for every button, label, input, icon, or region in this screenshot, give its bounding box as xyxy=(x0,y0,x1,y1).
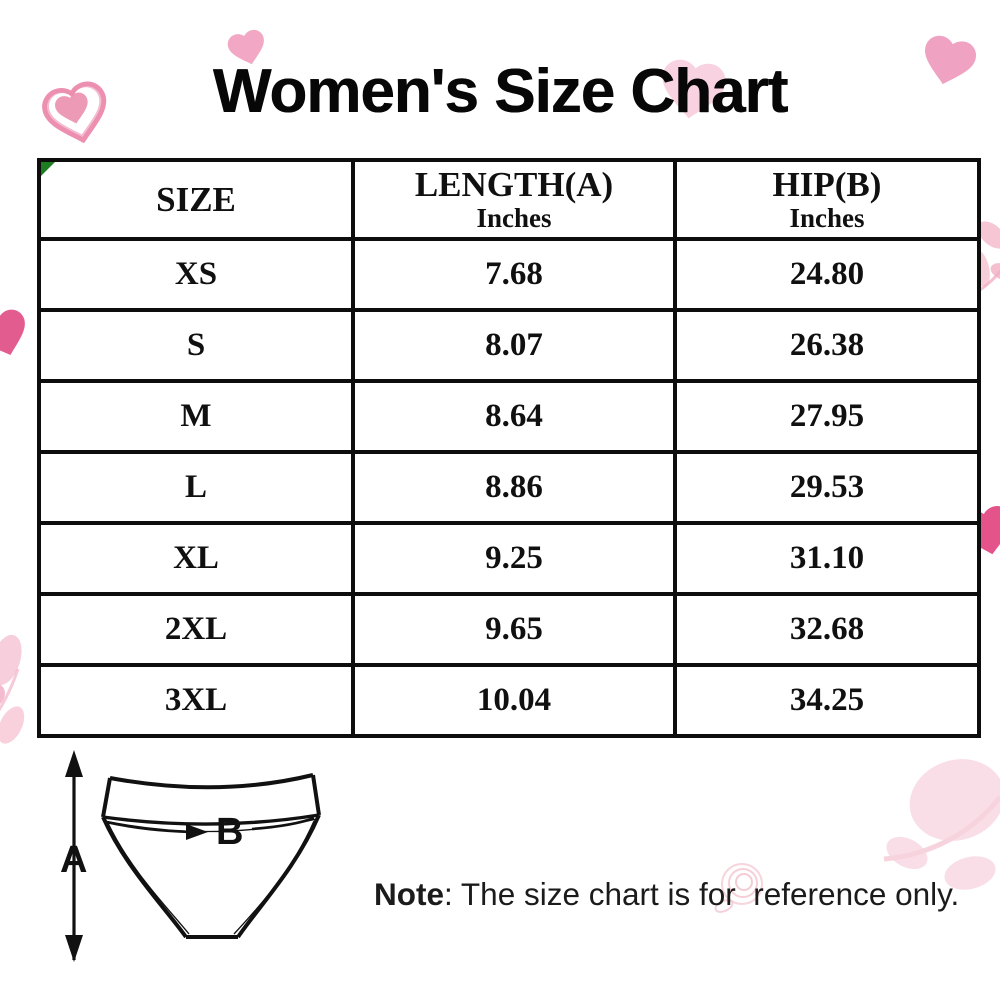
arrow-a xyxy=(65,750,83,962)
size-cell: L xyxy=(37,450,355,525)
note-line-1-text: : The size chart is for reference only. xyxy=(444,876,960,912)
hip-cell: 27.95 xyxy=(673,379,981,454)
diagram-label-a: A xyxy=(60,839,87,881)
length-cell: 10.04 xyxy=(351,663,677,738)
column-header-hip: HIP(B) Inches xyxy=(673,158,981,241)
length-cell: 8.64 xyxy=(351,379,677,454)
note-line-1: Note: The size chart is for reference on… xyxy=(374,873,980,915)
panty-outline xyxy=(101,773,321,939)
size-chart-table: SIZE LENGTH(A) Inches HIP(B) Inches XS 7… xyxy=(37,158,981,738)
note-label: Note xyxy=(374,876,444,912)
green-corner-marker xyxy=(41,162,55,176)
column-header-size-label: SIZE xyxy=(156,179,236,219)
column-header-hip-unit: Inches xyxy=(789,203,865,234)
table-row: XL 9.25 31.10 xyxy=(37,521,981,596)
rose-doodle-icon xyxy=(714,863,763,913)
hip-cell: 32.68 xyxy=(673,592,981,667)
diagram-label-b: B xyxy=(216,811,243,853)
length-cell: 8.07 xyxy=(351,308,677,383)
table-header-row: SIZE LENGTH(A) Inches HIP(B) Inches xyxy=(37,158,981,241)
heart-icon xyxy=(0,297,39,366)
hip-cell: 31.10 xyxy=(673,521,981,596)
length-cell: 7.68 xyxy=(351,237,677,312)
hip-cell: 29.53 xyxy=(673,450,981,525)
table-row: L 8.86 29.53 xyxy=(37,450,981,525)
column-header-length: LENGTH(A) Inches xyxy=(351,158,677,241)
table-row: M 8.64 27.95 xyxy=(37,379,981,454)
petals-icon xyxy=(0,634,25,744)
size-cell: M xyxy=(37,379,355,454)
arrow-b xyxy=(105,816,315,840)
length-cell: 9.65 xyxy=(351,592,677,667)
column-header-length-label: LENGTH(A) xyxy=(414,165,614,205)
panty-measurement-diagram: A B xyxy=(60,750,321,962)
hip-cell: 34.25 xyxy=(673,663,981,738)
note-text: Note: The size chart is for reference on… xyxy=(374,789,980,1000)
table-row: 3XL 10.04 34.25 xyxy=(37,663,981,738)
length-cell: 8.86 xyxy=(351,450,677,525)
hip-cell: 24.80 xyxy=(673,237,981,312)
column-header-size: SIZE xyxy=(37,158,355,241)
length-cell: 9.25 xyxy=(351,521,677,596)
size-cell: XL xyxy=(37,521,355,596)
size-cell: S xyxy=(37,308,355,383)
size-cell: 3XL xyxy=(37,663,355,738)
page-title: Women's Size Chart xyxy=(212,57,788,126)
column-header-length-unit: Inches xyxy=(476,203,552,234)
petals-icon xyxy=(883,759,1000,890)
table-row: XS 7.68 24.80 xyxy=(37,237,981,312)
table-row: S 8.07 26.38 xyxy=(37,308,981,383)
table-row: 2XL 9.65 32.68 xyxy=(37,592,981,667)
hip-cell: 26.38 xyxy=(673,308,981,383)
size-cell: XS xyxy=(37,237,355,312)
column-header-hip-label: HIP(B) xyxy=(772,165,882,205)
size-cell: 2XL xyxy=(37,592,355,667)
